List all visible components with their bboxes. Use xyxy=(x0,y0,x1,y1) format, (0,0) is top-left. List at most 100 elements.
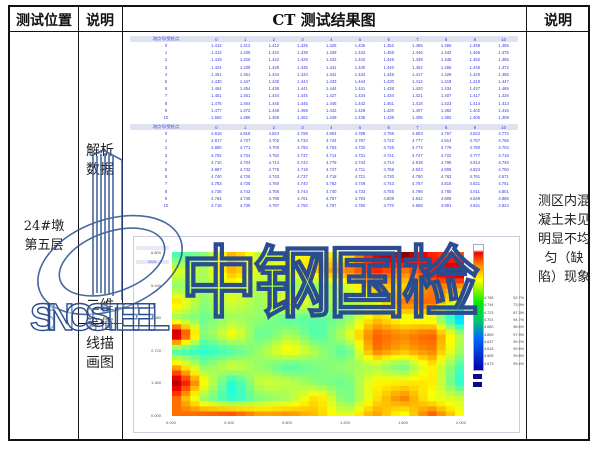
heatmap-cell xyxy=(372,354,383,361)
heatmap-cell xyxy=(391,395,401,402)
heatmap-cell xyxy=(372,344,383,350)
table-cell: 4.722 xyxy=(440,152,452,158)
heatmap-cell xyxy=(400,323,410,330)
heatmap-cell xyxy=(235,334,246,340)
heatmap-cell xyxy=(299,282,310,289)
heatmap-cell xyxy=(308,390,319,397)
table-cell: 4.722 xyxy=(383,138,394,144)
table-cell: 4.747 xyxy=(412,152,423,158)
table-cell: 1.465 xyxy=(440,43,452,49)
heatmap-cell xyxy=(345,380,356,386)
heatmap-cell xyxy=(327,349,337,356)
table-cell: 4.783 xyxy=(211,181,222,187)
heatmap-cell xyxy=(381,400,392,407)
heatmap-cell xyxy=(345,339,356,345)
heatmap-cell xyxy=(172,282,182,289)
table-cell: 4.787 xyxy=(354,138,366,144)
heatmap-cell xyxy=(391,313,401,320)
table-row: 9 4.764 4.745 4.798 4.761 4.767 4.793 4.808 4.84… xyxy=(130,195,518,202)
heatmap-cell xyxy=(245,323,255,330)
heatmap-cell xyxy=(181,318,191,325)
heatmap-cell xyxy=(381,354,392,361)
heatmap-cell xyxy=(245,405,255,412)
table-cell: 4.760 xyxy=(297,145,308,151)
heatmap-cell xyxy=(345,303,356,309)
heatmap-cell xyxy=(381,252,392,258)
heatmap-cell xyxy=(245,339,255,345)
heatmap-cell xyxy=(235,328,246,335)
heatmap-cell xyxy=(254,359,264,366)
heatmap-cell xyxy=(372,349,383,356)
table-cell: 1.430 xyxy=(383,79,394,85)
heatmap-cell xyxy=(400,267,410,274)
heatmap-cell xyxy=(290,277,301,284)
heatmap-cell xyxy=(409,328,419,335)
table-cell: 1.407 xyxy=(412,107,423,113)
table-row: 10 4.716 4.735 4.797 4.750 4.767 4.780 4.770 4.8… xyxy=(130,202,518,209)
table-cell: 4.737 xyxy=(297,152,308,158)
heatmap-cell xyxy=(445,277,456,284)
heatmap-cell xyxy=(199,303,210,309)
heatmap-cell xyxy=(308,380,319,386)
heatmap-cell xyxy=(436,339,447,345)
table-cell: 1.420 xyxy=(412,86,423,92)
heatmap-cell xyxy=(190,339,200,345)
heatmap-cell xyxy=(245,400,255,407)
heatmap-cell xyxy=(363,400,374,407)
heatmap-cell xyxy=(427,375,438,381)
heatmap-cell xyxy=(172,334,182,340)
heatmap-cell xyxy=(445,334,456,340)
table-row: 8 4.736 4.742 4.766 4.744 4.740 4.733 4.755 4.79… xyxy=(130,188,518,195)
heatmap-cell xyxy=(363,380,374,386)
table-cell: 4.767 xyxy=(440,131,452,137)
heatmap-cell xyxy=(254,272,264,279)
heatmap-cell xyxy=(272,334,283,340)
heatmap-cell xyxy=(235,359,246,366)
table-cell: 4.887 xyxy=(211,167,222,173)
heatmap-cell xyxy=(281,272,292,279)
heatmap-cell xyxy=(327,308,337,315)
heatmap-cell xyxy=(281,375,292,381)
heatmap-cell xyxy=(263,339,273,345)
table-cell: 1.441 xyxy=(326,71,337,77)
table-cell: 4 xyxy=(164,159,168,165)
heatmap-cell xyxy=(391,328,401,335)
desc-parsed-data: 解析数据 xyxy=(86,143,114,178)
heatmap-cell xyxy=(391,380,401,386)
table-cell: 4.880 xyxy=(211,145,222,151)
heatmap-cell xyxy=(372,267,383,274)
table-cell: 9 xyxy=(164,107,168,113)
heatmap-cell xyxy=(172,400,182,407)
table-cell: 4.758 xyxy=(383,167,394,173)
heatmap-cell xyxy=(354,282,365,289)
heatmap-cell xyxy=(272,369,283,376)
heatmap-cell xyxy=(181,303,191,309)
heatmap-cell xyxy=(226,277,237,284)
heatmap-cell xyxy=(391,303,401,309)
heatmap-cell xyxy=(454,385,464,391)
heatmap-cell xyxy=(190,287,200,294)
heatmap-cell xyxy=(318,282,328,289)
heatmap-cell xyxy=(281,349,292,356)
table-cell: 1.439 xyxy=(239,64,251,70)
heatmap-cell xyxy=(436,267,447,274)
heatmap-cell xyxy=(381,349,392,356)
heatmap-cell xyxy=(436,359,447,366)
heatmap-cell xyxy=(199,308,210,315)
heatmap-cell xyxy=(363,272,374,279)
heatmap-cell xyxy=(308,252,319,258)
heatmap-cell xyxy=(409,282,419,289)
table-cell: 4.789 xyxy=(354,131,366,137)
heatmap-cell xyxy=(272,405,283,412)
heatmap-cell xyxy=(391,318,401,325)
heatmap-cell xyxy=(354,308,365,315)
heatmap-cell xyxy=(454,334,464,340)
heatmap-cell xyxy=(199,267,210,274)
heatmap-cell xyxy=(199,400,210,407)
heatmap-cell xyxy=(345,277,356,284)
heatmap-cell xyxy=(418,380,429,386)
heatmap-cell xyxy=(272,293,283,299)
heatmap-cell xyxy=(190,252,200,258)
heatmap-cell xyxy=(363,354,374,361)
heatmap-cell xyxy=(272,262,283,268)
